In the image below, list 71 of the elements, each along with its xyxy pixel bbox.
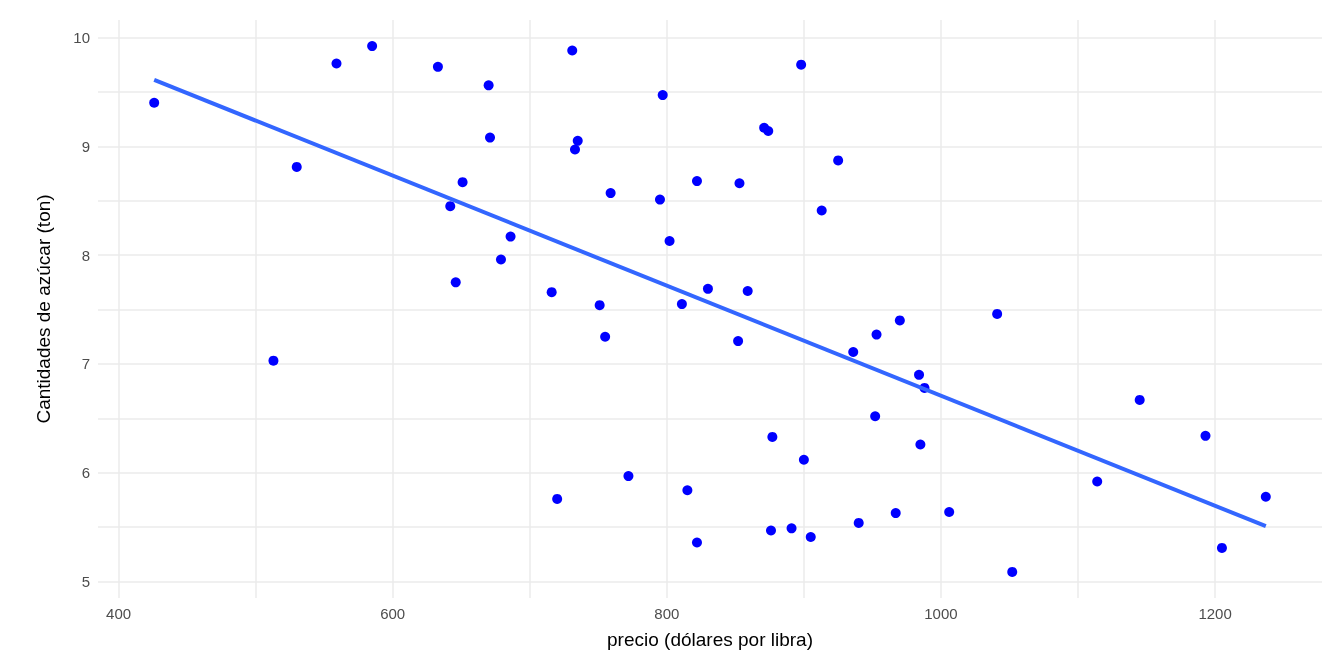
- point: [816, 205, 827, 216]
- point: [871, 329, 882, 340]
- y-axis-title: Cantidades de azúcar (ton): [33, 194, 54, 424]
- point: [505, 231, 516, 242]
- point: [914, 369, 925, 380]
- point: [1007, 566, 1018, 577]
- point: [1134, 394, 1145, 405]
- point: [805, 532, 816, 543]
- point: [457, 177, 468, 188]
- point: [331, 58, 342, 69]
- point: [870, 411, 881, 422]
- point: [605, 188, 616, 199]
- y-tick-label: 10: [73, 28, 90, 46]
- point: [552, 493, 563, 504]
- point: [567, 45, 578, 56]
- point: [915, 439, 926, 450]
- point: [796, 59, 807, 70]
- point: [691, 537, 702, 548]
- point: [763, 126, 774, 137]
- point: [848, 347, 859, 357]
- point: [600, 331, 611, 342]
- point: [742, 286, 753, 297]
- x-axis-title: precio (dólares por libra): [607, 629, 813, 650]
- point: [1216, 542, 1227, 553]
- point: [483, 80, 494, 91]
- point: [291, 161, 302, 172]
- point: [798, 454, 809, 465]
- point: [268, 355, 279, 366]
- point: [833, 155, 844, 166]
- y-tick-label: 5: [81, 573, 90, 591]
- point: [657, 90, 668, 101]
- point: [766, 525, 776, 536]
- y-tick-label: 9: [81, 137, 90, 155]
- point: [890, 508, 901, 519]
- point: [733, 336, 744, 347]
- point: [495, 254, 506, 265]
- point: [894, 315, 905, 326]
- point: [664, 235, 675, 246]
- point: [767, 431, 778, 442]
- point: [1200, 430, 1211, 441]
- point: [485, 132, 496, 143]
- point: [1260, 491, 1271, 502]
- y-tick-label: 7: [81, 355, 90, 373]
- point: [992, 308, 1003, 319]
- point: [450, 277, 461, 288]
- point: [445, 201, 456, 212]
- point: [546, 287, 557, 298]
- point: [623, 471, 634, 482]
- point: [1092, 476, 1103, 487]
- point: [570, 144, 580, 155]
- point: [734, 178, 745, 189]
- point: [432, 61, 443, 72]
- x-tick-label: 800: [654, 605, 680, 622]
- point: [682, 485, 693, 496]
- point: [594, 300, 605, 311]
- x-tick-label: 600: [380, 605, 406, 622]
- y-tick-label: 8: [81, 246, 90, 264]
- point: [572, 135, 583, 146]
- x-tick-label: 400: [106, 605, 132, 622]
- point: [676, 299, 687, 310]
- y-tick-label: 6: [81, 464, 90, 482]
- point: [702, 283, 713, 294]
- point: [786, 523, 797, 534]
- point: [149, 97, 160, 108]
- x-tick-label: 1200: [1198, 605, 1232, 622]
- point: [853, 517, 864, 528]
- point: [654, 194, 665, 205]
- point: [367, 41, 378, 52]
- point: [691, 176, 702, 187]
- point: [944, 507, 955, 517]
- x-tick-label: 1000: [924, 605, 958, 622]
